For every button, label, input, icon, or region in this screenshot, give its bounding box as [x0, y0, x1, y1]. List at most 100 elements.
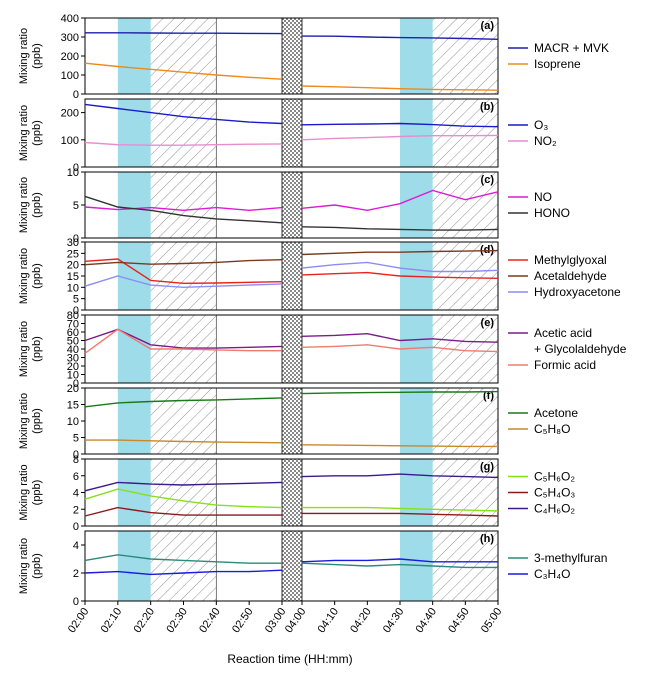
legend: MACR + MVK Isoprene — [508, 41, 609, 71]
series-line-3 — [84, 481, 283, 492]
series-line-2 — [301, 249, 499, 256]
y-tick-label: 2 — [73, 504, 79, 516]
series-line-2 — [84, 62, 283, 80]
series-line-2 — [301, 444, 498, 448]
panel-f: 0 5 10 15 20 Mixing ratio(ppb) (f) Acetone C₅H₈O — [18, 383, 578, 461]
y-tick-label: 0 — [73, 378, 79, 390]
y-axis-label: Mixing ratio(ppb) — [18, 28, 43, 84]
series-line-3 — [301, 261, 499, 273]
legend-label: Acetic acid — [534, 326, 592, 340]
y-tick-label: 0 — [73, 521, 79, 533]
y-tick-label: 200 — [61, 108, 79, 120]
series-line-1 — [302, 506, 499, 512]
y-axis-label: Mixing ratio(ppb) — [18, 105, 43, 161]
legend-label: C₅H₆O₂ — [534, 470, 575, 484]
uv-shade-region — [117, 315, 151, 383]
series-line-2 — [84, 328, 282, 354]
legend-label: NO₂ — [534, 134, 557, 148]
series-line-1 — [301, 189, 499, 212]
legend-label: O₃ — [534, 118, 548, 132]
y-tick-label: 30 — [67, 353, 79, 365]
hatched-region — [150, 459, 217, 526]
panel-c: 0 5 10 Mixing ratio(ppb) (c) NO HONO — [18, 167, 570, 245]
y-tick-label: 200 — [61, 51, 79, 63]
panel-label: (b) — [480, 101, 494, 113]
series-line-1 — [301, 122, 499, 128]
series-line-2 — [302, 512, 499, 517]
series-line-1 — [301, 562, 498, 569]
legend-label: Formic acid — [534, 358, 596, 372]
legend: O₃ NO₂ — [508, 118, 557, 148]
legend-label: C₄H₆O₂ — [534, 502, 575, 516]
y-tick-label: 5 — [73, 433, 79, 445]
y-tick-label: 0 — [73, 449, 79, 461]
panel-label: (g) — [480, 461, 494, 473]
x-tick-label: 04:00 — [283, 606, 309, 635]
panel-h: 0 2 4 Mixing ratio(ppb) (h) 3-methylfuran C₃H₄… — [18, 530, 607, 608]
series-line-1 — [84, 258, 283, 285]
series-line-2 — [84, 141, 283, 146]
legend-label: C₅H₈O — [534, 422, 570, 436]
y-tick-label: 0 — [73, 233, 79, 245]
axis-break — [281, 171, 303, 239]
panel-label: (c) — [481, 174, 495, 186]
panel-label: (d) — [480, 244, 494, 256]
series-line-1 — [85, 32, 283, 35]
y-axis-label: Mixing ratio(ppb) — [18, 538, 43, 594]
hatched-region — [150, 388, 217, 454]
y-tick-label: 30 — [67, 237, 79, 249]
panel-label: (a) — [481, 20, 495, 32]
axis-break — [281, 387, 303, 455]
uv-shade-region — [400, 172, 433, 238]
y-tick-label: 8 — [73, 454, 79, 466]
series-line-2 — [301, 344, 499, 353]
series-line-2 — [84, 259, 283, 266]
y-tick-label: 2 — [73, 568, 79, 580]
y-tick-label: 70 — [67, 319, 79, 331]
uv-shade-region — [117, 242, 151, 310]
series-line-3 — [84, 275, 283, 289]
hatched-region — [150, 242, 217, 310]
legend-label: NO — [534, 190, 552, 204]
y-tick-label: 100 — [61, 135, 79, 147]
x-tick-label: 02:00 — [66, 606, 92, 635]
y-tick-label: 10 — [67, 167, 79, 179]
y-tick-label: 0 — [73, 305, 79, 317]
x-tick-label: 04:40 — [414, 606, 440, 635]
y-tick-label: 400 — [61, 13, 79, 25]
legend: Methylglyoxal Acetaldehyde Hydroxyacetone — [508, 253, 621, 299]
legend-label: C₃H₄O — [534, 567, 570, 581]
y-tick-label: 300 — [61, 32, 79, 44]
axis-break — [281, 314, 303, 384]
hatched-region — [150, 18, 217, 94]
hatched-region — [150, 172, 217, 238]
legend-label: Methylglyoxal — [534, 253, 607, 267]
y-tick-label: 40 — [67, 344, 79, 356]
y-tick-label: 4 — [73, 488, 79, 500]
axis-break — [281, 530, 303, 602]
axis-break — [281, 241, 303, 311]
y-axis-label: Mixing ratio(ppb) — [18, 393, 43, 449]
panel-b: 0 100 200 Mixing ratio(ppb) (b) O₃ NO₂ — [18, 98, 557, 174]
y-axis-label: Mixing ratio(ppb) — [18, 321, 43, 377]
y-tick-label: 6 — [73, 471, 79, 483]
legend-label: Isoprene — [534, 57, 581, 71]
y-tick-label: 100 — [61, 70, 79, 82]
legend: C₅H₆O₂ C₅H₄O₃ C₄H₆O₂ — [508, 470, 575, 516]
y-tick-label: 20 — [67, 260, 79, 272]
hatched-region — [432, 172, 498, 238]
series-line-1 — [301, 390, 499, 395]
panel-frame — [84, 98, 499, 168]
series-line-2 — [85, 439, 283, 444]
hatched-region — [150, 99, 217, 167]
series-line-2 — [301, 226, 499, 231]
uv-shade-region — [117, 531, 151, 601]
series-line-2 — [84, 195, 283, 224]
x-tick-label: 02:10 — [99, 606, 125, 635]
y-tick-label: 5 — [73, 200, 79, 212]
hatched-region — [432, 18, 498, 94]
panel-label: (h) — [480, 533, 494, 545]
legend: 3-methylfuran C₃H₄O — [508, 551, 607, 581]
